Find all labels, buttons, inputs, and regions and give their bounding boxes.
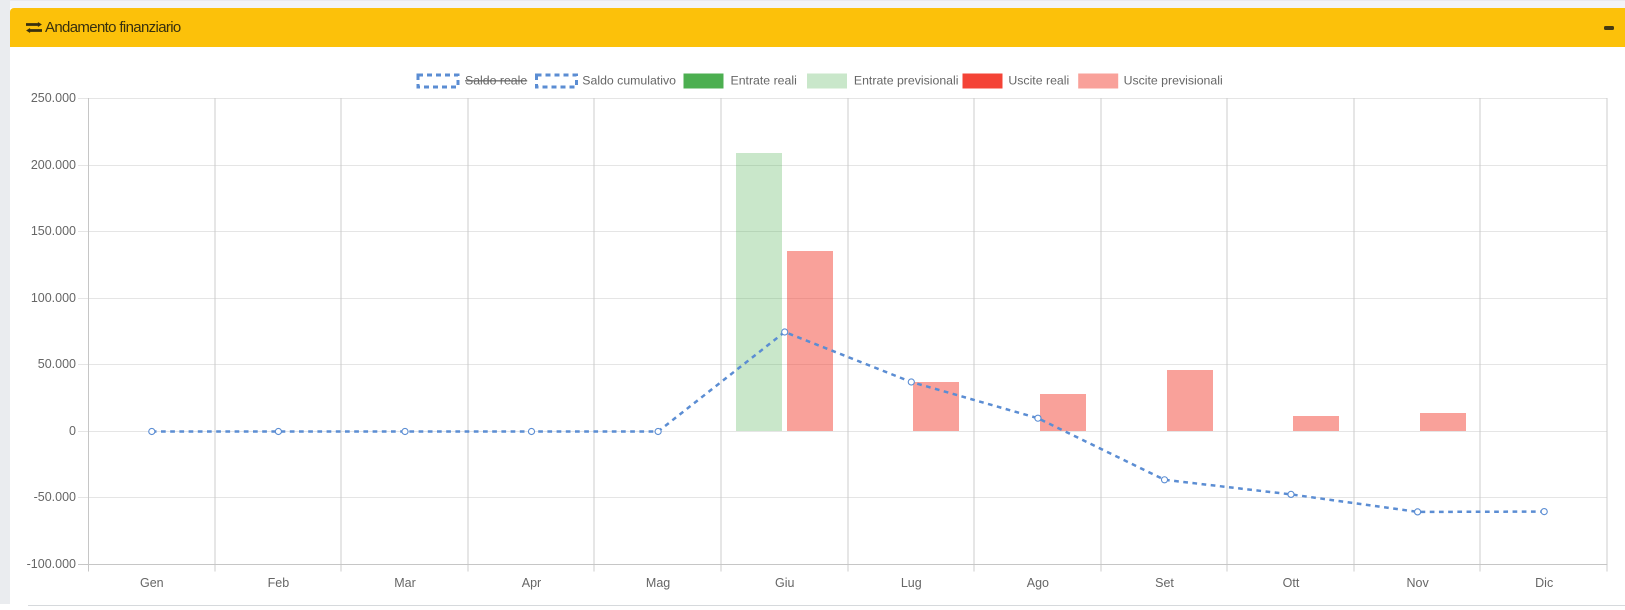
svg-text:250.000: 250.000 xyxy=(31,91,76,105)
svg-text:Entrate reali: Entrate reali xyxy=(731,74,797,88)
svg-text:Saldo reale: Saldo reale xyxy=(465,74,527,88)
svg-text:50.000: 50.000 xyxy=(38,357,76,371)
svg-text:0: 0 xyxy=(69,424,76,438)
svg-text:Lug: Lug xyxy=(901,576,922,590)
svg-text:200.000: 200.000 xyxy=(31,158,76,172)
svg-text:-50.000: -50.000 xyxy=(34,490,76,504)
svg-text:150.000: 150.000 xyxy=(31,224,76,238)
svg-text:Giu: Giu xyxy=(775,576,795,590)
svg-text:Uscite reali: Uscite reali xyxy=(1008,74,1069,88)
svg-text:Ott: Ott xyxy=(1283,576,1300,590)
svg-text:Gen: Gen xyxy=(140,576,164,590)
svg-text:Nov: Nov xyxy=(1406,576,1429,590)
svg-text:Saldo cumulativo: Saldo cumulativo xyxy=(582,74,676,88)
svg-text:Uscite previsionali: Uscite previsionali xyxy=(1124,74,1223,88)
svg-text:Set: Set xyxy=(1155,576,1174,590)
svg-text:-100.000: -100.000 xyxy=(27,557,76,571)
svg-text:Ago: Ago xyxy=(1027,576,1049,590)
svg-text:Apr: Apr xyxy=(522,576,541,590)
svg-text:Dic: Dic xyxy=(1535,576,1553,590)
svg-text:Mar: Mar xyxy=(394,576,416,590)
svg-text:100.000: 100.000 xyxy=(31,291,76,305)
svg-text:Feb: Feb xyxy=(268,576,290,590)
svg-text:Mag: Mag xyxy=(646,576,670,590)
svg-text:Entrate previsionali: Entrate previsionali xyxy=(854,74,959,88)
